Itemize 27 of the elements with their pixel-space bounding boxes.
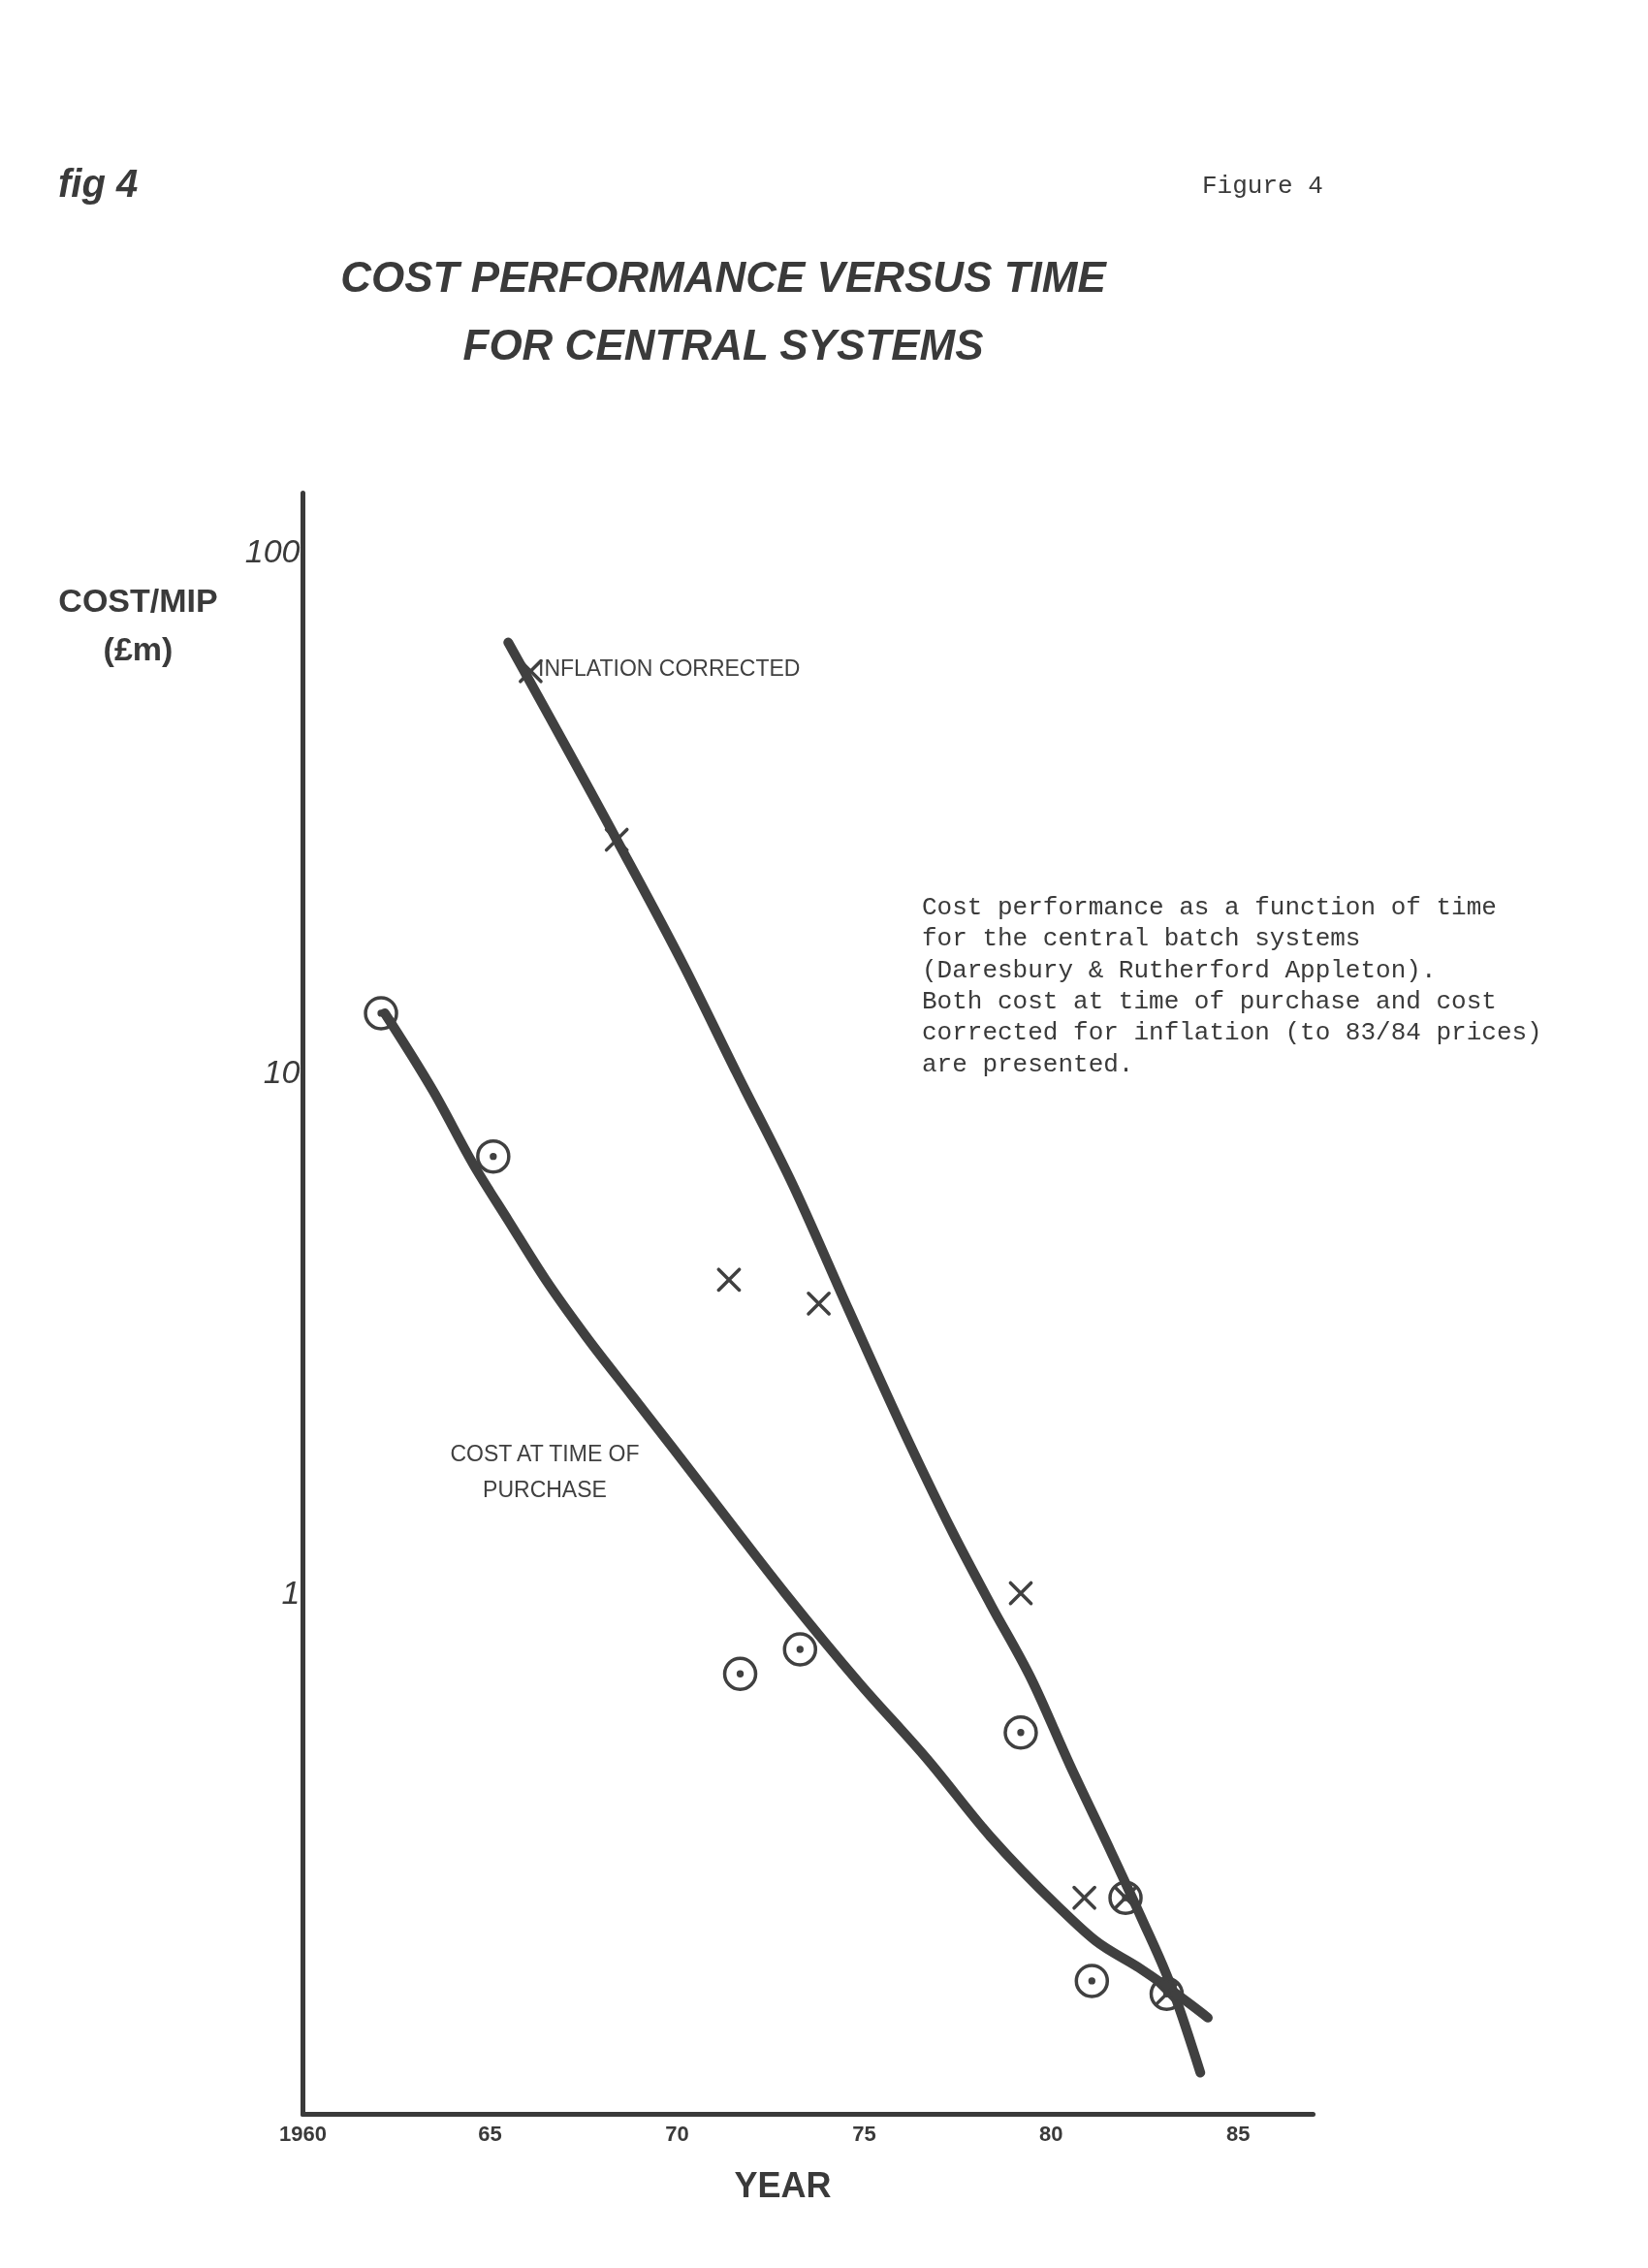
point [782, 1632, 818, 1667]
chart-title: COST PERFORMANCE VERSUS TIME FOR CENTRAL SYSTEMS [340, 253, 1108, 368]
y-tick-label: 1 [281, 1573, 301, 1611]
point [716, 1267, 742, 1293]
point [807, 1292, 831, 1316]
caption: Figure 4 [1202, 172, 1323, 201]
x-tick-label: 1960 [279, 2121, 327, 2146]
point [1008, 1581, 1033, 1606]
point [722, 1656, 758, 1691]
series-label: INFLATION CORRECTED [538, 655, 801, 681]
x-tick-label: 65 [478, 2121, 502, 2146]
x-axis-title: YEAR [734, 2164, 832, 2205]
x-tick-label: 85 [1226, 2121, 1251, 2146]
series-label: COST AT TIME OF PURCHASE [450, 1441, 640, 1502]
point [1003, 1715, 1038, 1750]
point [1072, 1885, 1096, 1910]
caption: fig 4 [58, 162, 139, 205]
y-tick-label: 10 [263, 1052, 301, 1090]
x-tick-label: 80 [1039, 2121, 1063, 2146]
point [1074, 1964, 1110, 1998]
point [364, 996, 398, 1031]
y-tick-label: 100 [244, 531, 301, 569]
annotation: Cost performance as a function of time for the central batch systems (Daresbury & Rutherford Appleton). Both cost at time of purchase and cost corrected for inflation (to 83/84 prices) are presented. [922, 893, 1542, 1079]
point [476, 1138, 511, 1174]
y-axis-title: COST/MIP (£m) [58, 581, 218, 667]
x-tick-label: 75 [852, 2121, 876, 2146]
x-tick-label: 70 [665, 2121, 689, 2146]
